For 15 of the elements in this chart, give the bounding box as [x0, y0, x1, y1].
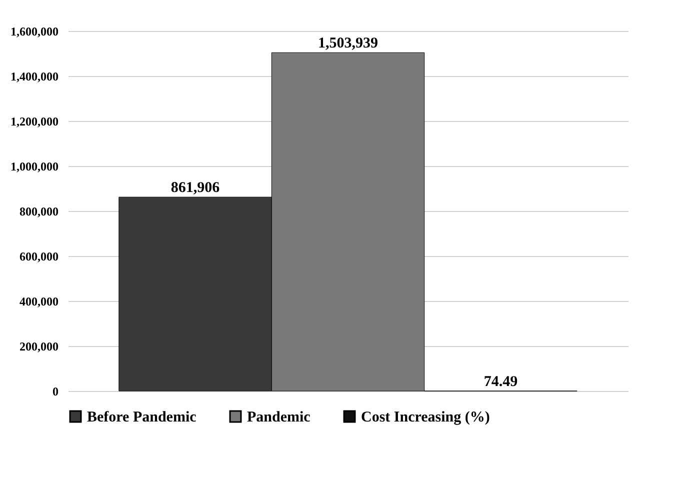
legend-label: Before Pandemic	[87, 410, 197, 426]
y-tick-label: 1,200,000	[10, 114, 58, 128]
y-tick-label: 1,400,000	[10, 70, 58, 84]
data-label: 1,503,939	[318, 36, 378, 52]
y-tick-label: 800,000	[20, 204, 58, 218]
y-tick-label: 1,600,000	[10, 24, 58, 38]
y-tick-label: 600,000	[20, 250, 58, 264]
y-tick-label: 0	[52, 384, 58, 398]
y-tick-label: 200,000	[20, 340, 58, 354]
data-label: 861,906	[170, 180, 220, 196]
y-tick-label: 400,000	[20, 294, 58, 308]
legend-label: Cost Increasing (%)	[361, 410, 490, 426]
legend-label: Pandemic	[247, 410, 311, 426]
y-tick-label: 1,000,000	[10, 160, 58, 174]
data-label: 74.49	[484, 374, 518, 390]
